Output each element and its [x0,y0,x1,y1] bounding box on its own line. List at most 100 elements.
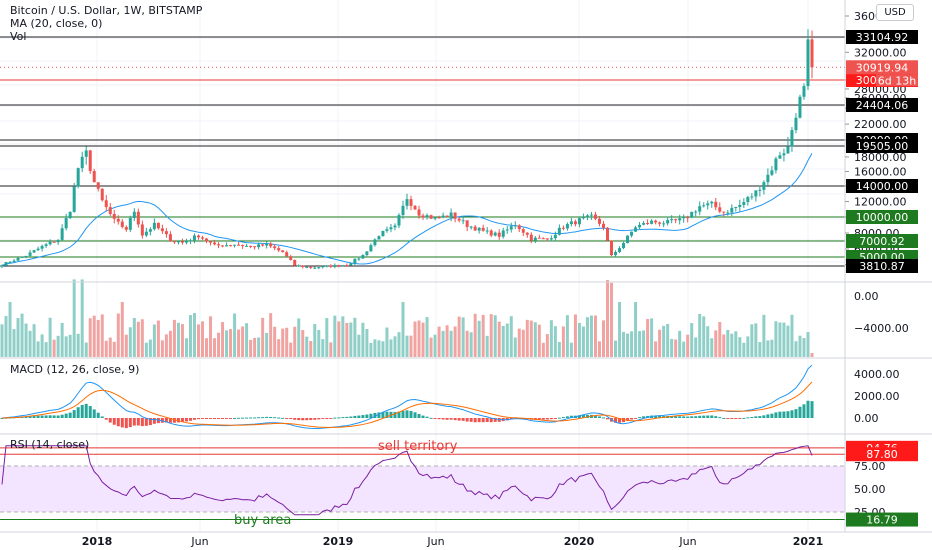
volume-bar [421,322,425,357]
macd-histogram-bar [349,416,353,418]
time-tick-label: 2018 [82,535,113,548]
volume-bar [569,342,573,357]
candle-body [477,227,481,231]
volume-bar [690,323,694,357]
volume-bar [108,337,112,357]
macd-histogram-bar [124,418,128,429]
volume-bar [124,334,128,357]
candle-body [698,206,702,212]
volume-bar [140,319,144,357]
volume-bar [509,316,513,357]
candle-body [172,241,176,243]
macd-histogram-bar [690,416,694,418]
candle-body [694,211,698,213]
macd-histogram-bar [710,415,714,418]
macd-histogram-bar [277,417,281,419]
candle-body [249,245,253,247]
volume-bar [630,331,634,357]
candle-body [425,215,429,218]
candle-body [293,259,297,266]
volume-bar [277,339,281,357]
macd-histogram-bar [357,415,361,418]
candle-body [301,265,305,267]
macd-histogram-bar [714,416,718,418]
volume-bar [786,325,790,357]
macd-histogram-bar [60,414,64,418]
macd-histogram-bar [249,417,253,419]
candle-body [152,222,156,230]
currency-button[interactable]: USD [876,4,914,21]
volume-bar [605,280,609,357]
price-tick-label: 12000.00 [854,196,907,209]
candle-body [674,219,678,221]
volume-bar [762,314,766,357]
macd-histogram-bar [746,417,750,419]
volume-bar [365,329,369,357]
volume-bar [409,335,413,357]
candle-body [493,232,497,236]
volume-bar [393,336,397,357]
volume-bar [313,323,317,357]
volume-bar [144,342,148,357]
macd-histogram-bar [413,412,417,418]
volume-bar [437,326,441,357]
volume-bar [80,279,84,357]
volume-bar [782,322,786,357]
macd-histogram-bar [754,416,758,418]
volume-bar [706,326,710,357]
volume-bar [136,321,140,357]
candle-body [465,220,469,227]
volume-bar [413,321,417,357]
volume-bar [381,341,385,357]
macd-histogram-bar [345,416,349,418]
last-price-badge [846,60,918,75]
macd-histogram-bar [385,411,389,418]
macd-histogram-bar [313,418,317,420]
candle-body [365,251,369,256]
macd-histogram-bar [217,418,221,419]
candle-body [393,225,397,228]
candle-body [585,215,589,218]
macd-histogram-bar [341,417,345,419]
candle-body [337,265,341,267]
candle-body [305,266,309,268]
candle-body [289,256,293,260]
volume-bar [758,342,762,357]
volume-bar [269,313,273,357]
candle-body [525,232,529,235]
candle-body [140,224,144,236]
candle-body [401,205,405,216]
volume-bar [529,320,533,357]
candle-body [76,168,80,187]
time-tick-label: Jun [190,535,208,548]
candle-body [690,211,694,218]
volume-bar [682,341,686,357]
macd-histogram-bar [257,417,261,419]
macd-histogram-bar [593,415,597,418]
candle-body [786,146,790,154]
candle-body [20,256,24,258]
macd-pane [0,364,814,430]
macd-histogram-bar [782,411,786,418]
macd-histogram-bar [605,418,609,420]
candle-body [638,224,642,228]
macd-histogram-bar [301,418,305,421]
candle-body [269,243,273,247]
volume-bar [597,341,601,357]
candle-body [622,242,626,249]
volume-bar [501,325,505,357]
macd-histogram-bar [581,414,585,418]
candle-body [297,265,301,267]
macd-histogram-bar [180,418,184,423]
volume-bar [116,313,120,357]
candle-body [397,215,401,226]
level-badge-text: 3810.87 [859,260,905,273]
candle-body [285,252,289,257]
macd-histogram-bar [132,418,136,426]
volume-bar [333,315,337,357]
macd-histogram-bar [742,417,746,419]
candle-body [658,222,662,224]
volume-bar [96,319,100,357]
ma-label: MA (20, close, 0) [10,17,102,30]
